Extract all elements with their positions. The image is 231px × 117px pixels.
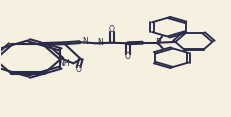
Text: N: N xyxy=(83,37,88,46)
Text: H: H xyxy=(99,41,103,46)
Text: O: O xyxy=(125,52,131,61)
Text: P: P xyxy=(155,38,161,47)
Text: NH: NH xyxy=(58,59,70,68)
Text: O: O xyxy=(76,65,82,74)
Text: O: O xyxy=(109,25,115,34)
Text: N: N xyxy=(97,38,103,47)
